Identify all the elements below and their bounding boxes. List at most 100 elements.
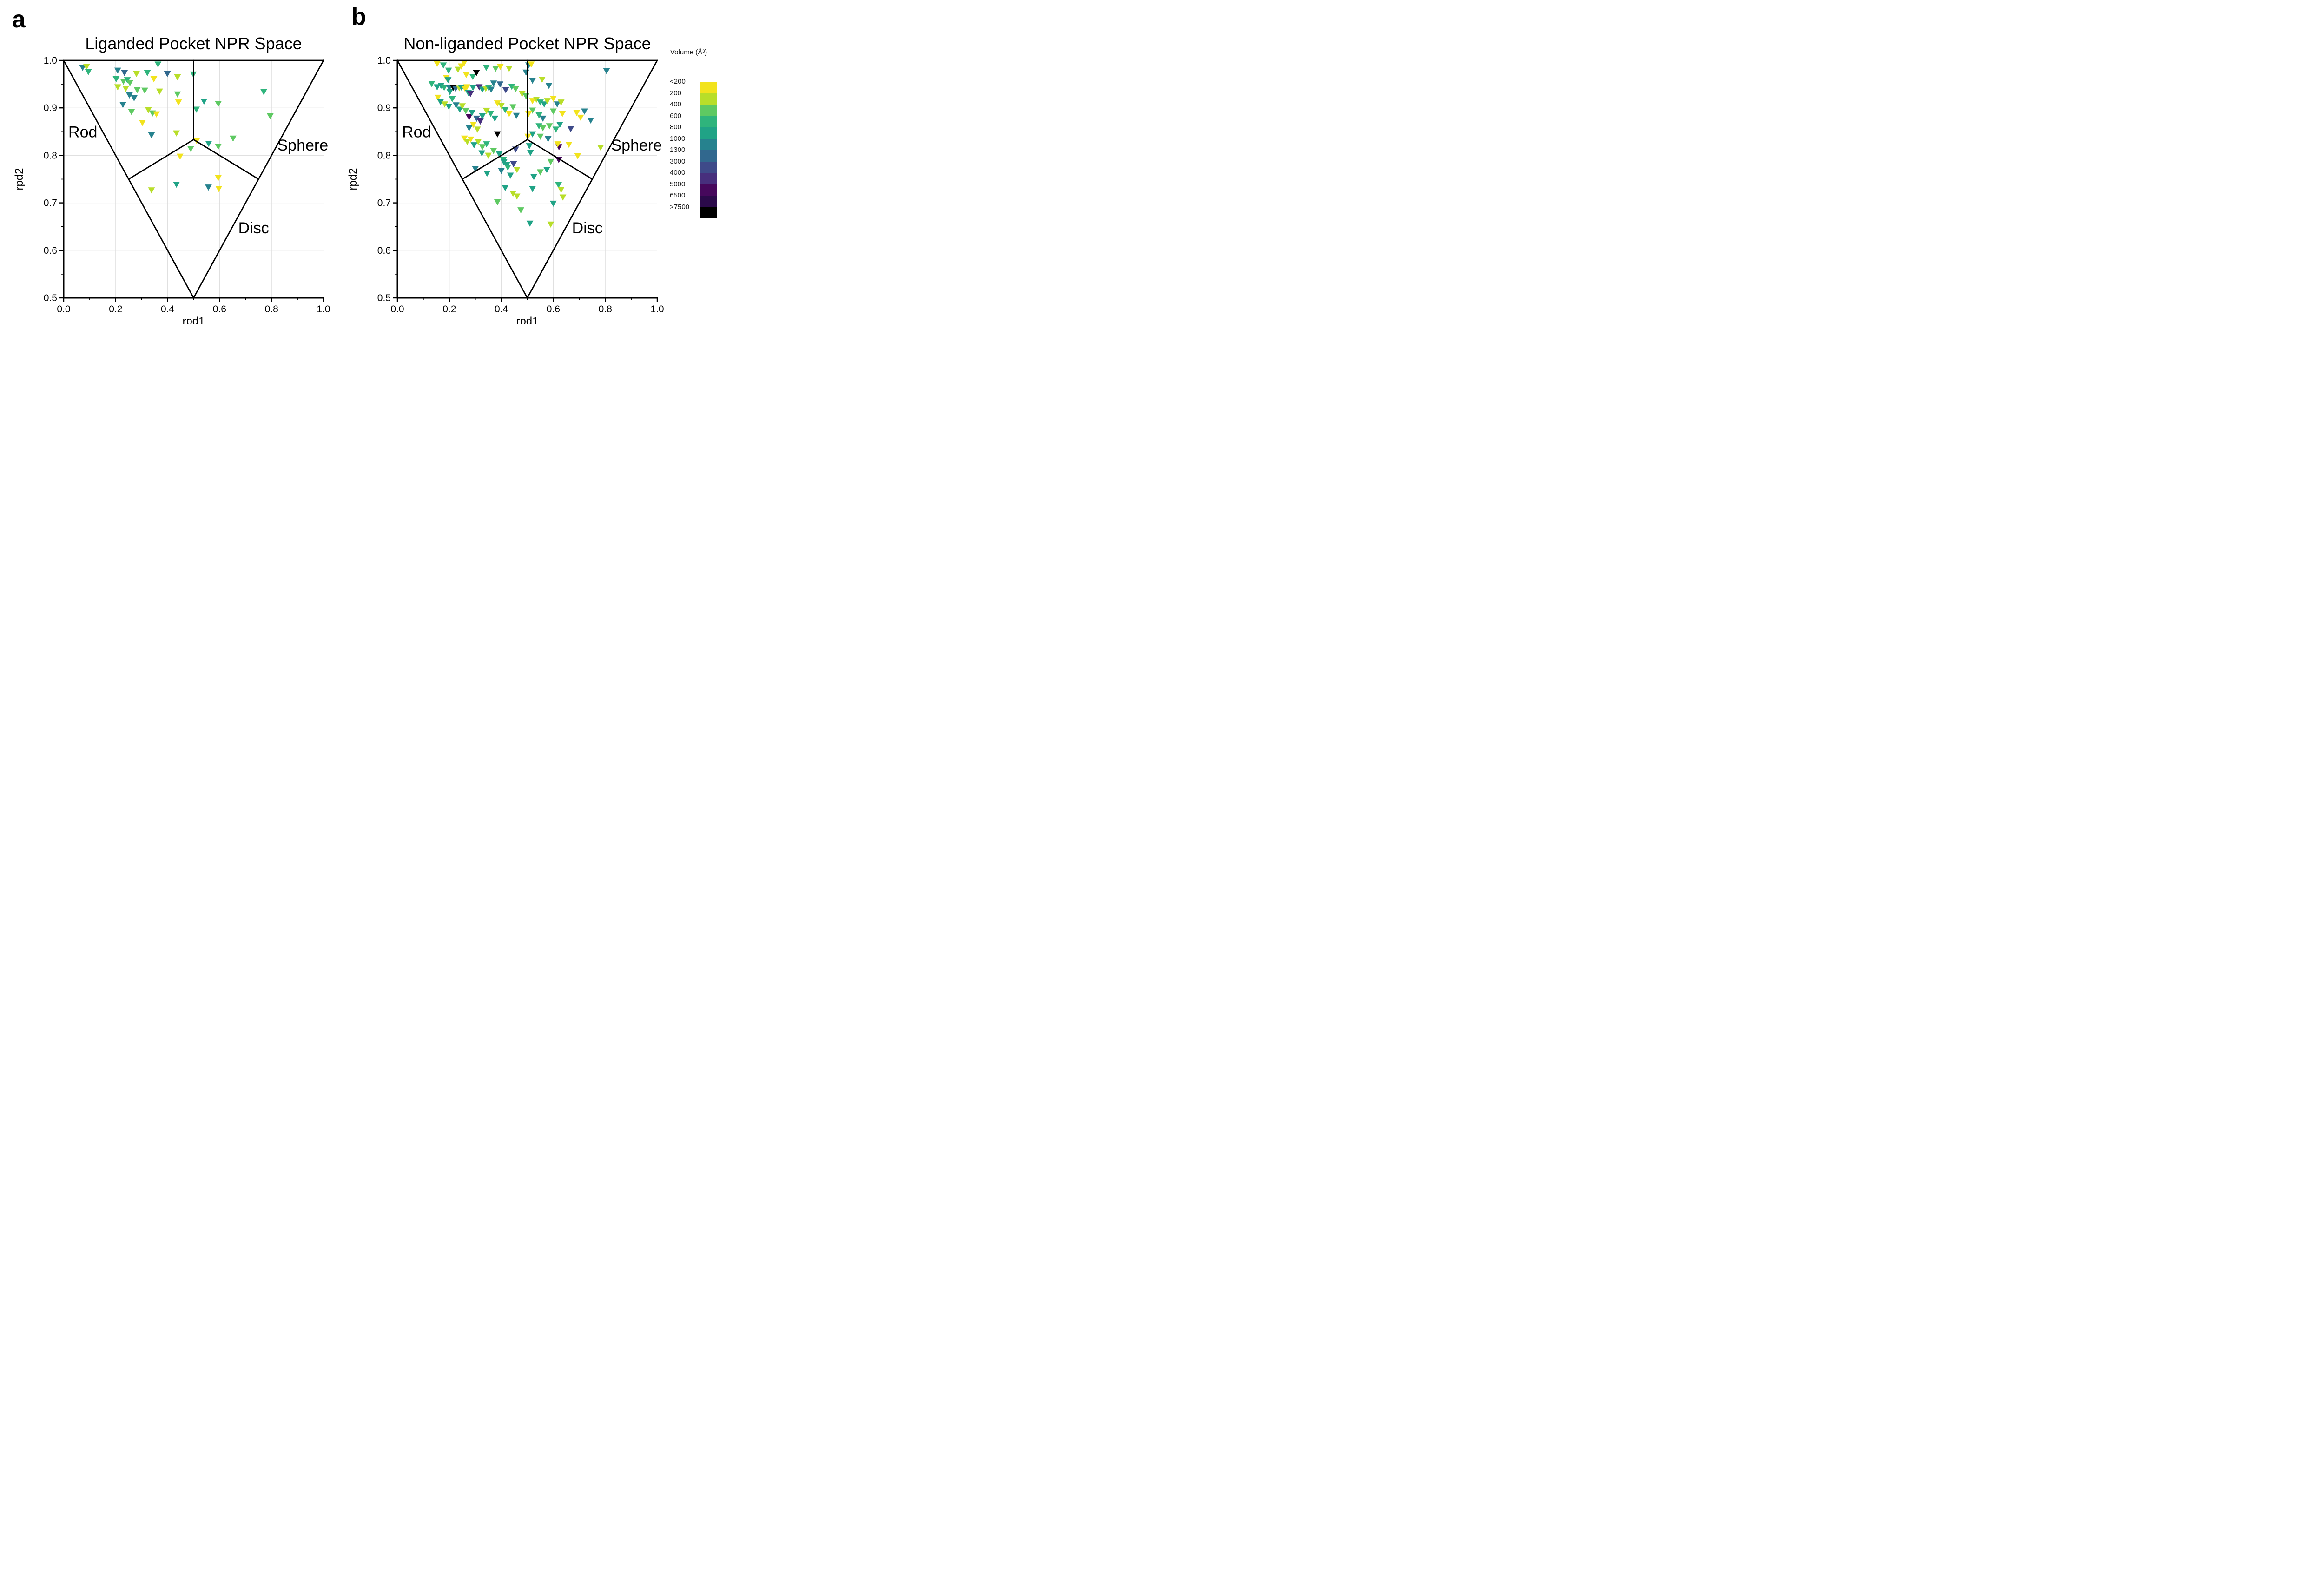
scatter-point xyxy=(449,96,456,103)
y-tick-label: 1.0 xyxy=(377,55,391,66)
x-tick-label: 0.0 xyxy=(390,304,404,315)
panel-b: 0.0 0.2 0.4 0.6 0.8 1.0 0.5 0.6 0.7 0.8 0.9 1.0 Non-… xyxy=(347,34,664,324)
scatter-point xyxy=(544,98,551,105)
boundary-line xyxy=(127,138,195,180)
scatter-point xyxy=(529,131,536,138)
x-tick-label: 0.6 xyxy=(213,304,226,315)
scatter-point xyxy=(554,141,561,148)
scatter-point xyxy=(156,88,163,95)
scatter-point xyxy=(126,80,133,86)
scatter-point xyxy=(462,72,470,79)
scatter-point xyxy=(114,67,121,74)
scatter-point xyxy=(502,185,509,191)
scatter-point xyxy=(215,144,222,150)
scatter-point xyxy=(434,84,441,91)
y-tick-label: 1.0 xyxy=(44,55,57,66)
panel-b-title: Non-liganded Pocket NPR Space xyxy=(403,34,651,53)
scatter-point xyxy=(495,151,503,158)
scatter-point xyxy=(485,152,492,159)
panel-a-letter: a xyxy=(12,6,26,33)
legend-swatch xyxy=(700,105,717,116)
scatter-point xyxy=(483,141,490,148)
legend-entry-label: <200 xyxy=(670,78,686,86)
x-tick-label: 1.0 xyxy=(317,304,330,315)
scatter-point xyxy=(469,110,475,116)
scatter-point xyxy=(533,97,540,103)
scatter-point xyxy=(470,142,478,149)
colorbar xyxy=(700,82,717,218)
scatter-point xyxy=(148,187,155,194)
x-tick-label: 0.8 xyxy=(265,304,278,315)
scatter-point xyxy=(557,99,565,106)
scatter-point xyxy=(461,135,468,142)
y-tick-label: 0.5 xyxy=(377,293,391,303)
scatter-point xyxy=(469,73,476,80)
legend-entry-label: 6500 xyxy=(670,191,686,199)
panel-b-xlabel: rpd1 xyxy=(516,315,538,324)
scatter-point xyxy=(529,186,536,192)
scatter-point xyxy=(559,111,566,117)
boundary-line xyxy=(192,138,260,180)
scatter-point xyxy=(444,77,452,84)
scatter-point xyxy=(467,136,475,143)
scatter-point xyxy=(472,166,479,172)
scatter-point xyxy=(79,65,86,71)
figure-canvas: a b 0.0 0.2 0.4 0.6 0.8 1.0 0.5 0.6 0.7 0.8 0.9 1.0… xyxy=(0,0,729,324)
scatter-point xyxy=(437,99,444,105)
panel-a-ylabel: rpd2 xyxy=(13,168,26,190)
scatter-point xyxy=(529,78,536,84)
scatter-point xyxy=(475,84,483,91)
panel-a: 0.0 0.2 0.4 0.6 0.8 1.0 0.5 0.6 0.7 0.8 0.9 1.0 Liga… xyxy=(13,34,330,324)
panel-b-boundaries xyxy=(396,59,658,299)
scatter-point xyxy=(535,123,543,130)
scatter-point xyxy=(507,172,514,179)
scatter-point xyxy=(122,86,130,92)
panel-a-axes: 0.0 0.2 0.4 0.6 0.8 1.0 0.5 0.6 0.7 0.8 0.9 1.0 xyxy=(44,55,330,315)
scatter-point xyxy=(510,161,517,168)
scatter-point xyxy=(557,187,565,193)
scatter-point xyxy=(509,104,517,111)
legend-title: Volume (Å³) xyxy=(670,48,707,56)
scatter-point xyxy=(445,104,453,110)
legend-entry-label: 1000 xyxy=(670,134,686,143)
x-tick-label: 0.6 xyxy=(547,304,560,315)
legend-entry-label: 4000 xyxy=(670,169,686,177)
scatter-point xyxy=(537,169,544,176)
scatter-point xyxy=(473,70,480,76)
x-tick-label: 0.2 xyxy=(442,304,456,315)
scatter-point xyxy=(546,123,553,130)
scatter-point xyxy=(505,111,513,117)
scatter-point xyxy=(539,125,547,132)
y-tick-label: 0.8 xyxy=(44,150,57,161)
scatter-point xyxy=(513,167,521,173)
y-tick-label: 0.9 xyxy=(44,103,57,113)
scatter-point xyxy=(581,108,588,115)
scatter-point xyxy=(488,86,495,93)
scatter-point xyxy=(144,70,151,76)
scatter-point xyxy=(517,207,524,214)
legend-entry-label: 200 xyxy=(670,89,682,97)
scatter-point xyxy=(456,106,463,113)
scatter-point xyxy=(550,108,557,115)
scatter-point xyxy=(502,87,509,93)
scatter-point xyxy=(547,158,555,165)
panel-b-axes: 0.0 0.2 0.4 0.6 0.8 1.0 0.5 0.6 0.7 0.8 0.9 1.0 xyxy=(377,55,664,315)
scatter-point xyxy=(512,86,519,92)
scatter-point xyxy=(492,66,499,72)
scatter-point xyxy=(541,101,548,108)
scatter-point xyxy=(173,181,180,188)
scatter-point xyxy=(603,68,610,74)
scatter-point xyxy=(494,199,501,205)
y-tick-label: 0.6 xyxy=(44,245,57,256)
scatter-point xyxy=(504,165,511,171)
scatter-point xyxy=(508,84,515,90)
scatter-point xyxy=(544,136,552,143)
scatter-point xyxy=(498,168,505,174)
legend-entry-label: 5000 xyxy=(670,180,686,188)
scatter-point xyxy=(567,126,574,132)
scatter-point xyxy=(173,130,180,137)
scatter-point xyxy=(494,100,501,107)
scatter-point xyxy=(128,109,135,115)
scatter-point xyxy=(428,81,436,87)
legend-entry-label: >7500 xyxy=(670,203,690,211)
